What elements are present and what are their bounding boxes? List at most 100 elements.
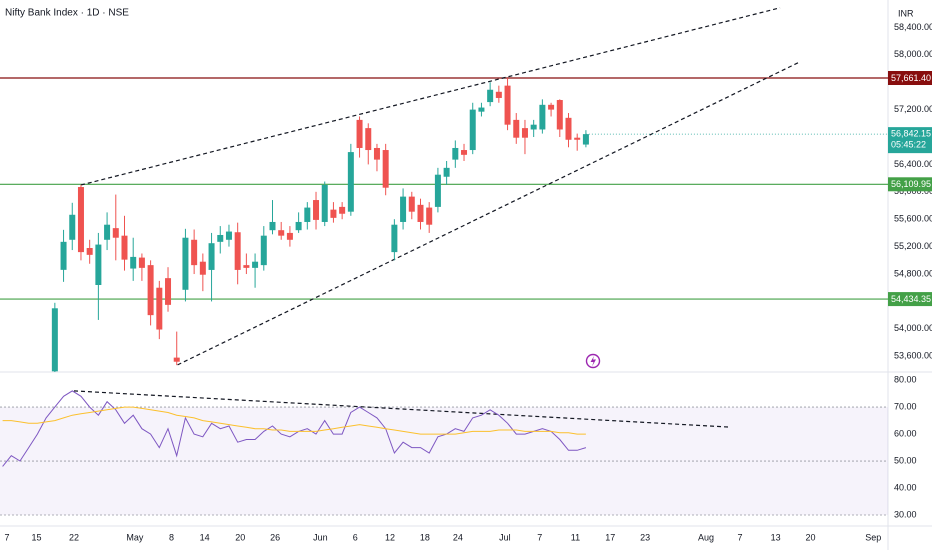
countdown-label: 05:45:22	[891, 140, 926, 150]
candle-body	[521, 128, 528, 138]
level-tag	[888, 71, 932, 86]
x-tick-label: 26	[270, 532, 280, 542]
candle-body	[260, 235, 267, 266]
candle-body	[443, 167, 450, 177]
candle-body	[400, 196, 407, 222]
icon-bolt	[590, 356, 596, 367]
x-tick-label: 11	[571, 532, 580, 542]
candle-body	[347, 152, 354, 212]
candle-body	[495, 91, 502, 98]
x-tick-label: 8	[169, 532, 174, 542]
candle-body	[478, 107, 485, 112]
x-tick-label: 14	[200, 532, 210, 542]
alert-icon[interactable]	[585, 353, 601, 369]
candle-body	[121, 235, 128, 260]
x-tick-label: Sep	[865, 532, 881, 542]
candle-body	[565, 117, 572, 140]
x-tick-label: Jul	[499, 532, 511, 542]
candle-body	[356, 119, 363, 148]
x-tick-label: Aug	[698, 532, 714, 542]
x-tick-label: 22	[69, 532, 79, 542]
y-tick-label: 58,000.00	[894, 49, 932, 59]
candle-body	[286, 232, 293, 240]
last-price-label: 56,842.15	[891, 129, 931, 139]
y-tick-label: 55,200.00	[894, 241, 932, 251]
x-tick-label: 13	[771, 532, 781, 542]
y-tick-label: 54,000.00	[894, 323, 932, 333]
rsi-tick-label: 70.00	[894, 401, 917, 411]
candle-body	[530, 124, 537, 130]
candle-body	[313, 200, 320, 220]
icon-circle	[585, 353, 601, 369]
candle-body	[138, 257, 145, 268]
x-tick-label: 7	[537, 532, 542, 542]
y-tick-label: 56,400.00	[894, 159, 932, 169]
level-label: 54,434.35	[891, 294, 931, 304]
candle-body	[304, 207, 311, 222]
last-price-tag	[888, 127, 932, 154]
candle-body	[104, 224, 111, 240]
rsi-tick-label: 40.00	[894, 482, 917, 492]
x-tick-label: 15	[32, 532, 42, 542]
candle-body	[225, 231, 232, 240]
x-tick-label: 23	[640, 532, 650, 542]
candle-body	[252, 261, 259, 268]
x-tick-label: 7	[737, 532, 742, 542]
currency: INR	[898, 8, 914, 18]
candle-body	[548, 104, 555, 110]
x-tick-label: 17	[605, 532, 615, 542]
candle-body	[582, 134, 589, 145]
candle-body	[60, 241, 67, 270]
chart-title: Nifty Bank Index · 1D · NSE	[5, 8, 129, 19]
candle-body	[156, 287, 163, 330]
candle-body	[130, 256, 137, 269]
candle-body	[86, 248, 93, 255]
candle-body	[373, 147, 380, 160]
rsi-tick-label: 60.00	[894, 428, 917, 438]
y-tick-label: 58,400.00	[894, 22, 932, 32]
x-tick-label: 24	[453, 532, 463, 542]
candle-body	[513, 119, 520, 138]
rsi-tick-label: 30.00	[894, 509, 917, 519]
rsi-tick-label: 80.00	[894, 374, 917, 384]
y-tick-label: 57,200.00	[894, 104, 932, 114]
trendline	[73, 390, 729, 428]
candle-body	[434, 174, 441, 207]
candle-body	[408, 196, 415, 212]
x-tick-label: Jun	[313, 532, 328, 542]
candle-body	[147, 265, 154, 316]
candle-body	[365, 128, 372, 151]
candle-body	[321, 184, 328, 222]
candle-body	[295, 221, 302, 231]
x-tick-label: 12	[385, 532, 395, 542]
level-tag	[888, 292, 932, 307]
candle-body	[382, 150, 389, 188]
level-label: 56,109.95	[891, 179, 931, 189]
candle-body	[51, 308, 58, 372]
level-tag	[888, 177, 932, 192]
candle-body	[243, 265, 250, 268]
candle-body	[112, 228, 119, 238]
candle-body	[217, 234, 224, 242]
candle-body	[269, 221, 276, 231]
y-tick-label: 54,800.00	[894, 268, 932, 278]
x-tick-label: 6	[353, 532, 358, 542]
x-tick-label: 20	[235, 532, 245, 542]
rsi-line	[2, 406, 586, 435]
candle-body	[182, 237, 189, 290]
rsi-line	[2, 390, 587, 467]
candle-body	[487, 89, 494, 103]
candle-body	[417, 204, 424, 222]
level-label: 57,661.40	[891, 73, 931, 83]
candle-body	[234, 232, 241, 270]
candle-body	[330, 209, 337, 218]
axes: 7 15 22 May 8 14 20 26 Jun 6 12 18 24 Jul 7 11 17 23 Aug 7 1…	[4, 22, 932, 543]
candle-body	[469, 109, 476, 151]
candle-body	[452, 147, 459, 160]
x-tick-label: May	[126, 532, 144, 542]
rsi-tick-label: 50.00	[894, 455, 917, 465]
y-tick-label: 53,600.00	[894, 351, 932, 361]
y-tick-label: 55,600.00	[894, 214, 932, 224]
